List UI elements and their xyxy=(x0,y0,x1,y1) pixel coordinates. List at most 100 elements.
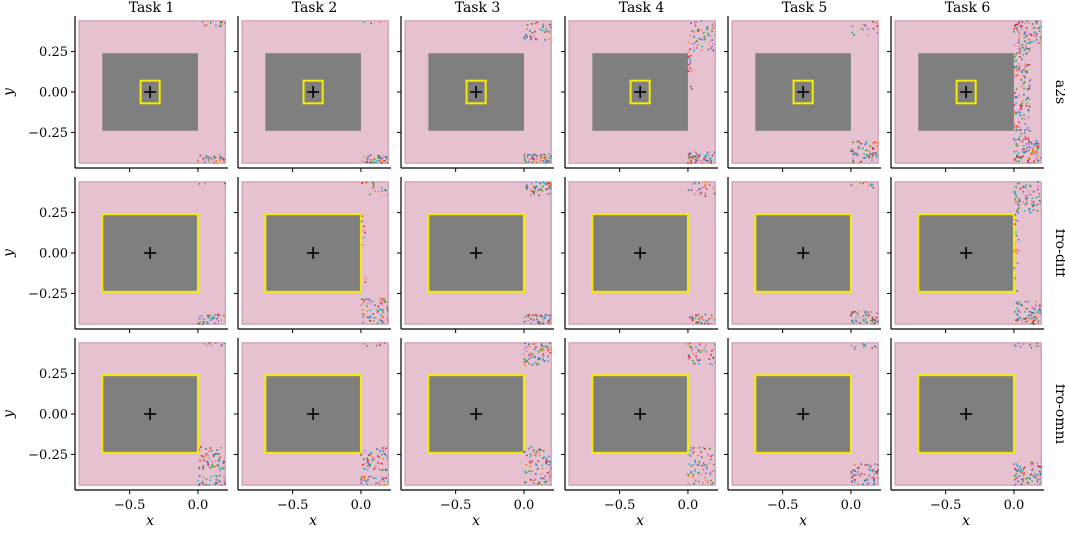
data-point xyxy=(1023,76,1026,79)
data-point xyxy=(697,350,700,352)
data-point xyxy=(1033,322,1035,325)
data-point xyxy=(1013,191,1015,193)
data-point xyxy=(1027,96,1030,99)
data-point xyxy=(1027,191,1030,193)
data-point xyxy=(869,468,871,471)
data-point xyxy=(1015,88,1018,90)
data-point xyxy=(548,160,551,163)
data-point xyxy=(1039,26,1042,28)
data-point xyxy=(701,464,703,467)
data-point xyxy=(376,308,378,311)
data-point xyxy=(534,30,536,33)
data-point xyxy=(850,313,853,315)
data-point xyxy=(539,357,541,360)
data-point xyxy=(202,157,204,160)
data-point xyxy=(1022,53,1025,56)
data-point xyxy=(1027,48,1030,50)
data-point xyxy=(1033,316,1035,319)
data-point xyxy=(202,456,205,459)
data-point xyxy=(1022,155,1024,158)
data-point xyxy=(1013,463,1015,465)
data-point xyxy=(1019,65,1021,68)
data-point xyxy=(870,311,873,313)
data-point xyxy=(1030,33,1033,36)
data-point xyxy=(690,160,692,162)
data-point xyxy=(1016,262,1019,265)
data-point xyxy=(530,478,532,481)
data-point xyxy=(524,153,526,155)
data-point xyxy=(527,315,530,318)
data-point xyxy=(711,483,714,485)
data-point xyxy=(1017,45,1020,48)
data-point xyxy=(1023,195,1026,198)
data-point xyxy=(369,320,372,322)
data-point xyxy=(693,447,695,449)
data-point xyxy=(373,457,376,460)
data-point xyxy=(1015,160,1018,163)
data-point xyxy=(865,153,868,156)
data-point xyxy=(708,161,711,164)
data-point xyxy=(874,321,876,324)
data-point xyxy=(381,298,384,300)
data-point xyxy=(536,315,538,317)
data-point xyxy=(865,181,867,184)
data-point xyxy=(209,21,212,24)
data-point xyxy=(1015,201,1017,203)
data-point xyxy=(852,153,855,155)
data-point xyxy=(539,28,541,31)
data-point xyxy=(533,158,536,161)
data-point xyxy=(540,315,543,318)
data-point xyxy=(524,347,526,350)
data-point xyxy=(363,458,365,461)
data-point xyxy=(1015,59,1017,61)
data-point xyxy=(539,349,542,351)
data-point xyxy=(537,460,540,462)
data-point xyxy=(1013,28,1016,30)
data-point xyxy=(871,320,874,323)
data-point xyxy=(852,478,855,481)
data-point xyxy=(542,457,544,459)
data-point xyxy=(534,454,537,457)
data-point xyxy=(546,346,549,348)
data-point xyxy=(203,343,205,345)
data-point xyxy=(203,158,206,161)
data-point xyxy=(532,354,535,357)
data-point xyxy=(703,319,705,321)
data-point xyxy=(850,150,852,153)
data-point xyxy=(697,44,699,46)
data-point xyxy=(545,459,548,462)
data-point xyxy=(1035,300,1037,303)
data-point xyxy=(852,156,855,159)
data-point xyxy=(1028,149,1030,152)
data-point xyxy=(851,480,854,482)
data-point xyxy=(1028,314,1030,316)
x-tick-label: 0.0 xyxy=(1004,498,1025,513)
data-point xyxy=(699,472,701,475)
data-point xyxy=(535,464,538,466)
data-point xyxy=(1024,22,1027,25)
data-point xyxy=(1019,470,1022,473)
data-point xyxy=(1020,468,1022,471)
data-point xyxy=(689,59,692,62)
data-point xyxy=(699,320,701,323)
data-point xyxy=(542,450,545,452)
data-point xyxy=(376,448,378,450)
data-point xyxy=(870,477,873,479)
data-point xyxy=(1032,201,1035,203)
data-point xyxy=(380,475,383,478)
data-point xyxy=(368,475,370,478)
data-point xyxy=(857,314,859,316)
data-point xyxy=(1028,208,1030,211)
data-point xyxy=(692,359,694,362)
data-point xyxy=(1036,311,1039,314)
data-point xyxy=(1016,320,1019,323)
data-point xyxy=(1015,143,1018,145)
data-point xyxy=(1018,39,1020,41)
data-point xyxy=(550,467,552,469)
data-point xyxy=(1038,41,1041,44)
data-point xyxy=(872,186,875,189)
data-point xyxy=(545,28,547,30)
data-point xyxy=(710,458,712,461)
data-point xyxy=(860,473,862,476)
